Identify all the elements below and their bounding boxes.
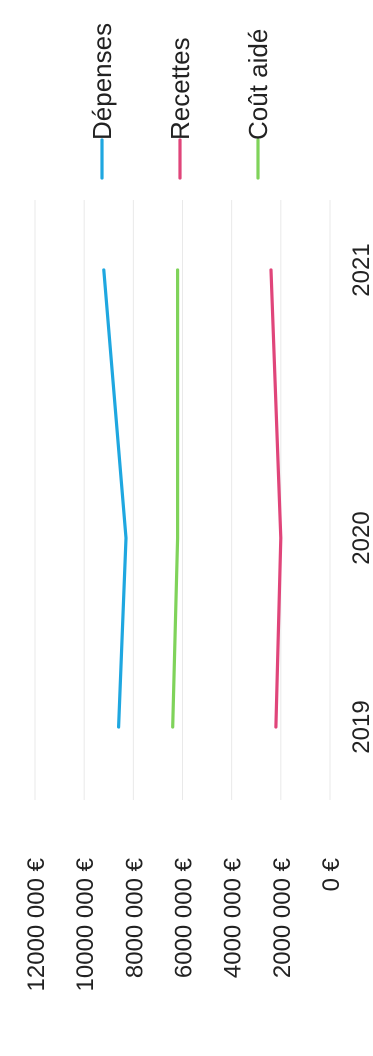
x-tick-label: 2020 xyxy=(348,511,373,564)
y-tick-label: 8000 000 € xyxy=(121,857,148,978)
x-tick-label: 2021 xyxy=(348,243,373,296)
legend-label: Dépenses xyxy=(87,23,117,140)
x-axis-tick-labels: 2019 2020 2021 xyxy=(348,243,373,753)
series-lines xyxy=(102,268,283,729)
y-tick-label: 2000 000 € xyxy=(269,857,296,978)
series-line xyxy=(269,268,283,729)
y-axis-tick-labels: 0 € 2000 000 € 4000 000 € 6000 000 € 8000 00… xyxy=(23,857,345,991)
legend-label: Coût aidé xyxy=(243,29,273,140)
legend: Dépenses Recettes Coût aidé xyxy=(87,23,273,180)
series-line xyxy=(102,268,128,729)
legend-label: Recettes xyxy=(165,37,195,140)
y-tick-label: 10000 000 € xyxy=(72,857,99,991)
y-tick-label: 0 € xyxy=(318,857,345,891)
series-line xyxy=(171,268,180,729)
y-tick-label: 6000 000 € xyxy=(171,857,198,978)
y-tick-label: 12000 000 € xyxy=(23,857,50,991)
grid xyxy=(34,200,331,800)
y-tick-label: 4000 000 € xyxy=(220,857,247,978)
x-tick-label: 2019 xyxy=(348,700,373,753)
